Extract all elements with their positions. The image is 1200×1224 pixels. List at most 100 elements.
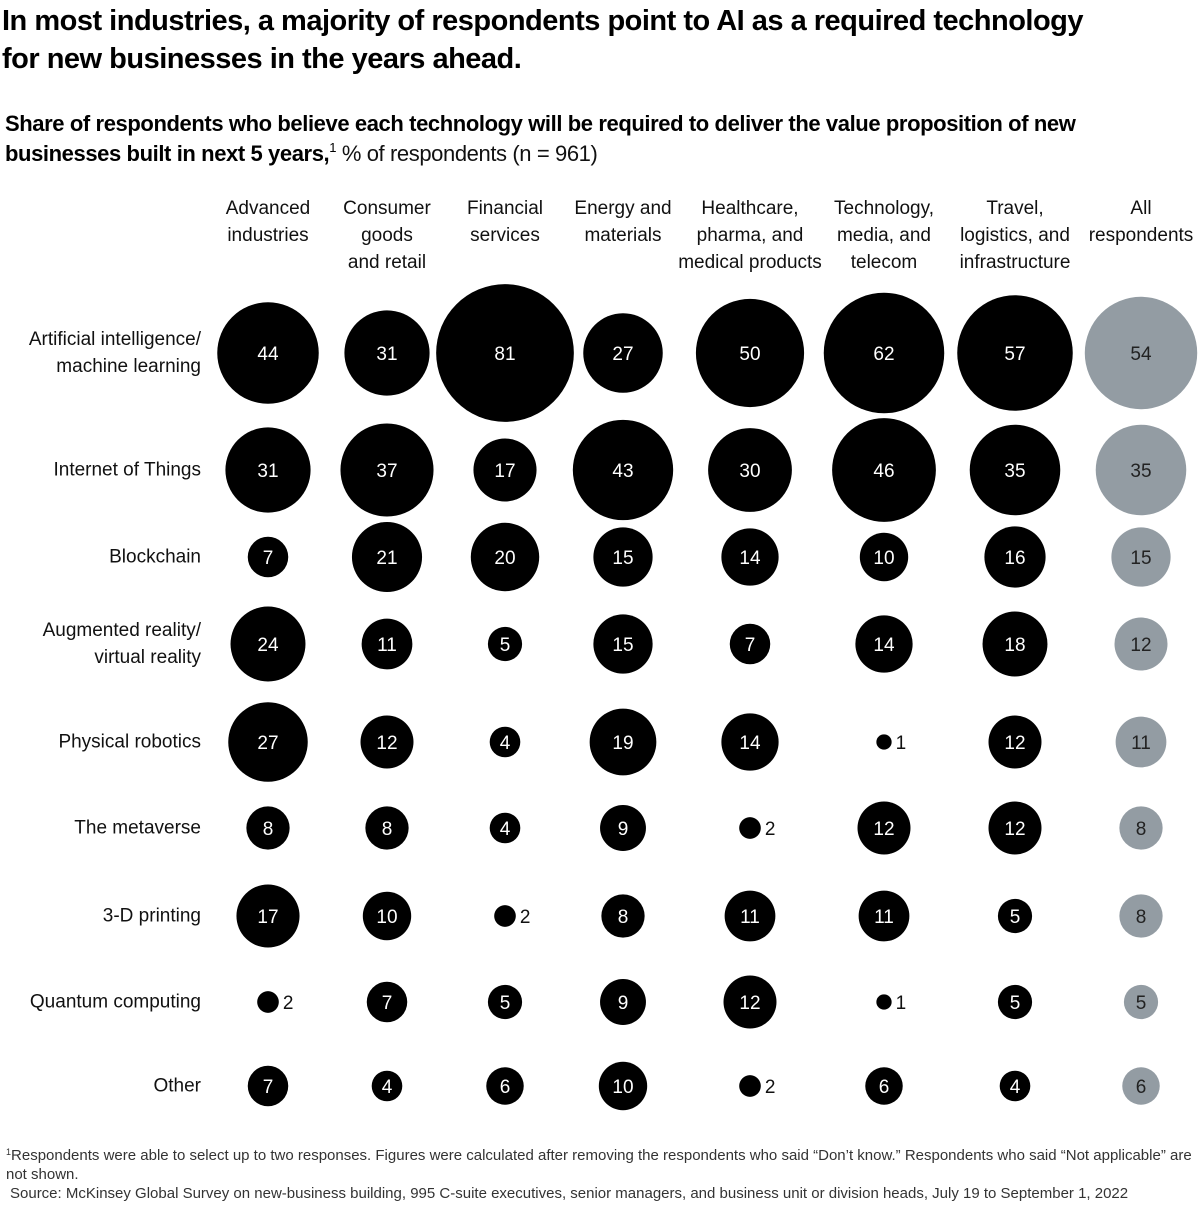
data-label: 2: [765, 1077, 776, 1098]
row-label: The metaverse: [74, 817, 201, 839]
bubble: [593, 527, 653, 587]
bubble: [230, 606, 306, 682]
bubble: [487, 984, 523, 1020]
data-label: 7: [382, 993, 393, 1014]
column-header: Energy and materials: [574, 198, 672, 246]
column-header: Advanced industries: [225, 198, 311, 246]
bubble: [600, 979, 646, 1025]
data-label: 8: [618, 907, 629, 928]
data-label: 44: [257, 344, 279, 365]
bubble: [739, 1075, 761, 1097]
bubble: [876, 734, 892, 750]
bubble-all-respondents: [1119, 894, 1163, 938]
footnote-note: 1Respondents were able to select up to t…: [6, 1146, 1196, 1184]
data-label: 2: [765, 819, 776, 840]
bubble: [228, 702, 308, 782]
data-label: 5: [1136, 993, 1147, 1014]
row-label: Physical robotics: [58, 731, 201, 753]
bubble-all-respondents: [1095, 424, 1187, 516]
data-label: 15: [1130, 548, 1151, 569]
row-label: Artificial intelligence/ machine learnin…: [28, 329, 201, 377]
data-label: 4: [500, 733, 511, 754]
data-label: 16: [1004, 548, 1025, 569]
bubble: [984, 526, 1046, 588]
data-label: 14: [739, 548, 761, 569]
data-label: 6: [879, 1077, 890, 1098]
bubble: [344, 310, 430, 396]
chart-title: In most industries, a majority of respon…: [2, 5, 1084, 75]
data-label: 5: [500, 635, 511, 656]
data-label: 2: [520, 907, 531, 928]
bubble: [724, 890, 776, 942]
data-label: 7: [263, 1077, 274, 1098]
bubble: [876, 994, 892, 1010]
bubble: [371, 1070, 403, 1102]
data-label: 10: [612, 1077, 633, 1098]
data-label: 43: [612, 461, 633, 482]
bubble: [999, 1070, 1031, 1102]
data-label: 1: [896, 993, 907, 1014]
row-label: 3-D printing: [102, 905, 201, 927]
bubble: [855, 615, 913, 673]
data-label: 4: [1010, 1077, 1021, 1098]
data-label: 46: [873, 461, 894, 482]
data-label: 57: [1004, 344, 1025, 365]
data-label: 11: [740, 907, 760, 928]
data-label: 10: [873, 548, 894, 569]
data-label: 35: [1004, 461, 1025, 482]
data-label: 1: [896, 733, 907, 754]
bubble: [436, 284, 574, 422]
bubble: [601, 894, 645, 938]
column-header: All respondents: [1088, 198, 1194, 246]
row-label: Internet of Things: [53, 459, 201, 481]
data-label: 50: [739, 344, 760, 365]
row-label: Blockchain: [109, 546, 201, 568]
data-label: 12: [1004, 733, 1025, 754]
bubble: [583, 313, 663, 393]
bubble: [598, 1061, 648, 1111]
data-label: 12: [376, 733, 397, 754]
bubble: [351, 521, 423, 593]
bubble: [600, 805, 646, 851]
data-label: 31: [257, 461, 278, 482]
data-label: 18: [1004, 635, 1025, 656]
footnote-note-marker: 1: [6, 1147, 12, 1157]
data-label: 9: [618, 819, 629, 840]
data-label: 10: [376, 907, 397, 928]
bubble: [721, 528, 779, 586]
data-label: 15: [612, 635, 633, 656]
bubble: [473, 438, 537, 502]
bubble: [988, 715, 1042, 769]
data-label: 8: [1136, 907, 1147, 928]
bubble: [470, 522, 540, 592]
bubble: [593, 614, 653, 674]
bubble: [723, 975, 777, 1029]
data-label: 37: [376, 461, 397, 482]
bubble: [988, 801, 1042, 855]
data-label: 5: [500, 993, 511, 1014]
bubble: [857, 801, 911, 855]
bubble: [362, 891, 412, 941]
subtitle-bold: Share of respondents who believe each te…: [5, 111, 1076, 166]
subtitle-unit: % of respondents (n = 961): [336, 141, 598, 166]
row-label: Other: [153, 1075, 201, 1097]
data-label: 35: [1130, 461, 1151, 482]
data-label: 30: [739, 461, 760, 482]
bubble: [365, 806, 409, 850]
bubble: [997, 984, 1033, 1020]
bubble: [823, 292, 945, 414]
data-label: 12: [1004, 819, 1025, 840]
bubble: [489, 812, 521, 844]
data-label: 11: [1131, 733, 1151, 754]
data-label: 7: [263, 548, 274, 569]
bubble: [589, 708, 657, 776]
column-header: Travel, logistics, and infrastructure: [959, 198, 1071, 273]
column-header: Financial services: [466, 198, 544, 246]
bubble: [739, 817, 761, 839]
bubble: [859, 532, 909, 582]
data-label: 11: [874, 907, 894, 928]
data-label: 12: [739, 993, 760, 1014]
bubble: [832, 418, 936, 522]
column-header: Technology, media, and telecom: [834, 198, 934, 273]
